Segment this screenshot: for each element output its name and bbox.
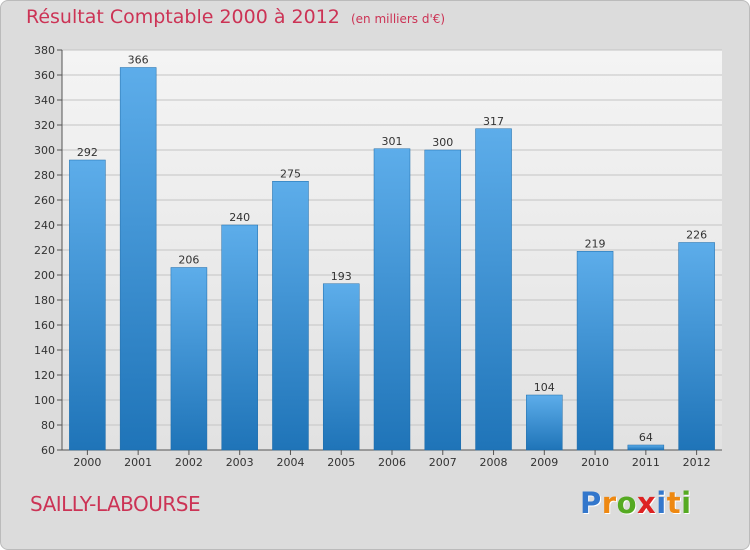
bar-2001 xyxy=(119,67,157,451)
y-tick-label: 120 xyxy=(34,369,55,382)
chart-title-text: Résultat Comptable 2000 à 2012 xyxy=(26,6,340,28)
bar-2006 xyxy=(373,148,411,451)
y-tick-label: 300 xyxy=(34,144,55,157)
bar-value-label: 193 xyxy=(331,270,352,283)
x-tick-label: 2006 xyxy=(378,456,406,469)
bar-value-label: 226 xyxy=(686,229,707,242)
bar-value-label: 366 xyxy=(128,54,149,67)
x-tick-label: 2005 xyxy=(327,456,355,469)
bar-value-label: 206 xyxy=(178,254,199,267)
y-tick-label: 60 xyxy=(41,444,55,457)
y-tick-label: 140 xyxy=(34,344,55,357)
y-tick-label: 80 xyxy=(41,419,55,432)
y-tick-label: 260 xyxy=(34,194,55,207)
bar-2009 xyxy=(526,394,563,451)
y-tick-label: 160 xyxy=(34,319,55,332)
logo-letter: P xyxy=(580,486,602,520)
y-tick-label: 320 xyxy=(34,119,55,132)
logo-letter: i xyxy=(681,486,692,520)
bar-2004 xyxy=(272,181,309,451)
bar-2011 xyxy=(627,444,665,451)
bar-2010 xyxy=(576,251,614,451)
logo-letter: o xyxy=(616,486,638,520)
y-tick-label: 280 xyxy=(34,169,55,182)
bar-2008 xyxy=(475,128,512,451)
bar-2003 xyxy=(221,224,258,451)
y-tick-label: 100 xyxy=(34,394,55,407)
bar-value-label: 292 xyxy=(77,146,98,159)
bar-value-label: 300 xyxy=(432,136,453,149)
bar-2007 xyxy=(424,149,462,451)
bar-value-label: 317 xyxy=(483,115,504,128)
town-name: SAILLY-LABOURSE xyxy=(30,492,201,516)
y-tick-label: 360 xyxy=(34,69,55,82)
x-tick-label: 2002 xyxy=(175,456,203,469)
x-tick-label: 2012 xyxy=(683,456,711,469)
x-tick-label: 2004 xyxy=(276,456,304,469)
x-tick-label: 2009 xyxy=(530,456,558,469)
y-tick-label: 180 xyxy=(34,294,55,307)
bar-2000 xyxy=(69,159,106,451)
bar-2012 xyxy=(678,242,715,451)
x-tick-label: 2011 xyxy=(632,456,660,469)
bar-2002 xyxy=(170,267,208,451)
x-tick-label: 2000 xyxy=(73,456,101,469)
bar-2005 xyxy=(322,283,360,451)
bar-value-label: 64 xyxy=(639,431,653,444)
x-tick-label: 2008 xyxy=(480,456,508,469)
logo-letter: r xyxy=(601,486,617,520)
chart-title: Résultat Comptable 2000 à 2012 (en milli… xyxy=(26,6,445,28)
y-tick-label: 220 xyxy=(34,244,55,257)
y-tick-label: 340 xyxy=(34,94,55,107)
logo-letter: x xyxy=(637,486,657,520)
bar-value-label: 104 xyxy=(534,381,555,394)
x-tick-label: 2010 xyxy=(581,456,609,469)
bar-value-label: 240 xyxy=(229,211,250,224)
logo-letter: i xyxy=(656,486,667,520)
x-tick-label: 2001 xyxy=(124,456,152,469)
proxiti-logo[interactable]: Proxiti xyxy=(580,486,692,520)
y-tick-label: 240 xyxy=(34,219,55,232)
chart-unit-text: (en milliers d'€) xyxy=(350,12,446,26)
bar-value-label: 219 xyxy=(585,237,606,250)
x-tick-label: 2007 xyxy=(429,456,457,469)
bar-value-label: 275 xyxy=(280,167,301,180)
y-tick-label: 200 xyxy=(34,269,55,282)
logo-letter: t xyxy=(666,486,682,520)
x-tick-label: 2003 xyxy=(226,456,254,469)
y-tick-label: 380 xyxy=(34,44,55,57)
bar-value-label: 301 xyxy=(382,135,403,148)
